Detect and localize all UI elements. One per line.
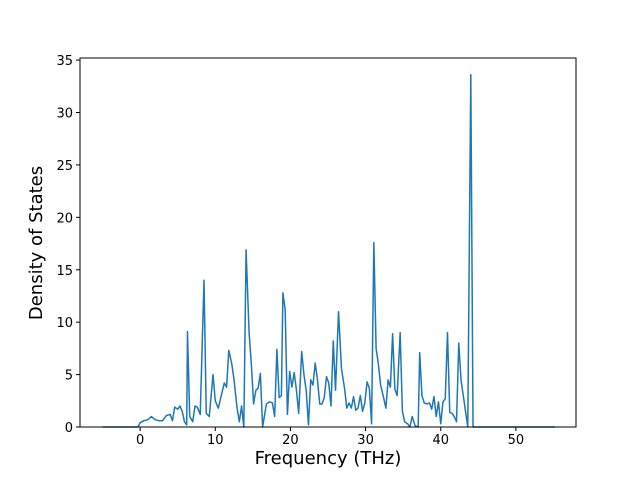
y-tick-label: 10 (56, 316, 73, 331)
x-tick-label: 20 (282, 433, 299, 448)
x-axis-label: Frequency (THz) (255, 448, 402, 469)
y-tick-label: 25 (56, 159, 73, 174)
x-tick-label: 50 (508, 433, 525, 448)
y-tick-label: 5 (65, 369, 73, 384)
y-tick-label: 15 (56, 264, 73, 279)
x-tick-label: 0 (136, 433, 144, 448)
y-tick-label: 20 (56, 211, 73, 226)
y-tick-label: 35 (56, 54, 73, 69)
x-tick-label: 40 (432, 433, 449, 448)
plot-frame (79, 57, 577, 428)
y-axis-label: Density of States (26, 166, 47, 320)
x-tick-label: 10 (207, 433, 224, 448)
y-tick-label: 0 (65, 421, 73, 436)
x-tick-label: 30 (357, 433, 374, 448)
y-tick-label: 30 (56, 107, 73, 122)
line-series (102, 74, 555, 428)
